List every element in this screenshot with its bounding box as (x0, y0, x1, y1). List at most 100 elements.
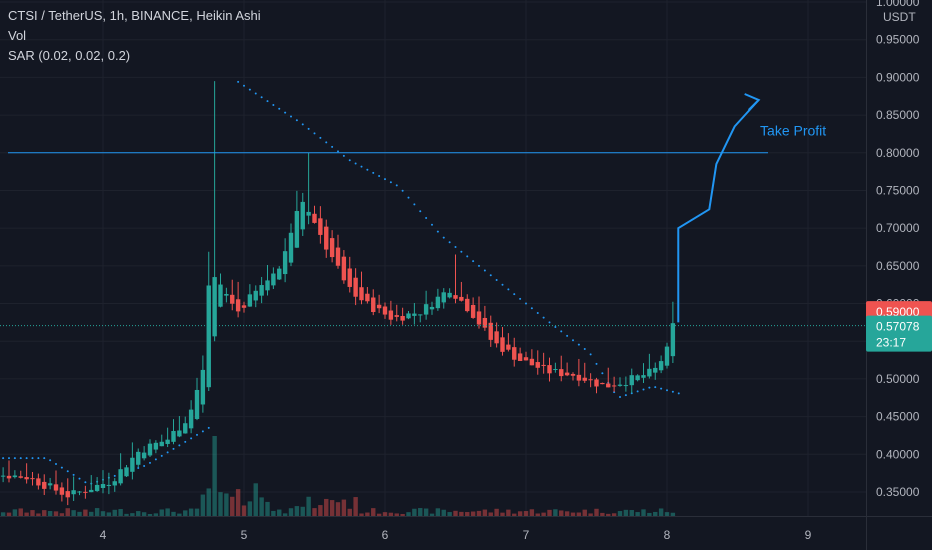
candle-body (400, 315, 405, 321)
sar-dot (519, 297, 522, 300)
volume-bar (406, 512, 411, 516)
candle-body (312, 213, 317, 223)
volume-bar (541, 512, 546, 516)
symbol-title[interactable]: CTSI / TetherUS, 1h, BINANCE, Heikin Ash… (8, 8, 261, 23)
sar-dot (401, 189, 404, 192)
candle-body (553, 369, 558, 371)
volume-bar (194, 508, 200, 516)
candle-body (600, 382, 605, 385)
candle-body (476, 311, 482, 325)
candle-body (611, 385, 617, 387)
candle-body (465, 298, 470, 312)
candle-body (535, 362, 540, 368)
sar-dot (248, 88, 251, 91)
sar-dot (196, 433, 198, 436)
sar-dot (378, 175, 381, 178)
candle-body (153, 442, 159, 450)
candle-body (106, 484, 112, 487)
candle-body (324, 226, 329, 250)
candle-body (271, 273, 276, 286)
sar-dot (143, 465, 146, 468)
candle-body (488, 322, 493, 340)
volume-bar (423, 508, 429, 516)
volume-bar (312, 508, 317, 516)
volume-bar (247, 501, 253, 516)
sar-dot (548, 321, 551, 324)
candle-body (371, 297, 376, 312)
time-scale[interactable] (0, 516, 866, 550)
countdown-label: 23:17 (876, 336, 906, 350)
candle-body (594, 379, 599, 387)
volume-bar (335, 502, 341, 516)
volume-bar (606, 513, 611, 516)
sar-dot (442, 236, 445, 239)
sar-dot (472, 260, 475, 263)
candle-body (112, 481, 117, 486)
sar-dot (654, 386, 657, 389)
sar-dot (84, 481, 87, 484)
volume-bar (24, 512, 29, 516)
candle-body (453, 295, 458, 299)
sar-dot (360, 165, 363, 168)
sar-dot (237, 80, 240, 83)
sar-dot (154, 458, 157, 461)
candle-body (347, 268, 352, 287)
candle-body (670, 323, 676, 357)
volume-bar (230, 496, 235, 516)
volume-bar (159, 509, 164, 516)
candle-body (241, 305, 247, 308)
candle-body (294, 211, 300, 248)
volume-bar (53, 511, 59, 516)
candle-body (141, 452, 147, 459)
arrow-head-icon (744, 93, 761, 111)
sar-dot (301, 123, 304, 126)
candle-body (429, 306, 435, 310)
sar-dot (671, 390, 674, 393)
sar-dot (513, 293, 516, 296)
sar-dots (2, 80, 680, 485)
sar-dot (619, 396, 621, 399)
sar-dot (178, 444, 181, 447)
candle-body (623, 385, 629, 387)
price-scale[interactable] (866, 0, 932, 550)
volume-bar (435, 508, 441, 516)
time-tick-label: 7 (523, 528, 530, 542)
volume-bar (212, 436, 217, 516)
candle-body (388, 310, 394, 320)
sar-dot (354, 162, 357, 165)
sar-dot (436, 230, 439, 233)
volume-legend[interactable]: Vol (8, 28, 27, 43)
candle-body (394, 315, 399, 317)
sar-dot (166, 451, 169, 454)
sar-dot (566, 334, 569, 337)
sar-dot (530, 307, 533, 310)
price-tick-label: 0.90000 (876, 70, 920, 84)
sar-dot (55, 462, 57, 465)
sar-dot (583, 348, 586, 351)
volume-bar (535, 513, 540, 516)
volume-bar (470, 511, 476, 516)
sar-dot (201, 430, 204, 433)
volume-bar (476, 510, 482, 516)
volume-bar (153, 513, 159, 516)
candle-body (265, 280, 270, 291)
volume-bar (347, 508, 352, 516)
take-profit-path[interactable] (677, 99, 760, 323)
candle-body (365, 293, 370, 302)
sar-legend[interactable]: SAR (0.02, 0.02, 0.2) (8, 48, 131, 63)
candle-body (664, 346, 670, 366)
volume-bar (594, 508, 599, 516)
candle-body (570, 373, 576, 376)
sar-dot (307, 127, 310, 130)
sar-dot (483, 269, 486, 272)
candle-body (523, 357, 529, 361)
candle-body (282, 251, 288, 275)
candle-body (547, 365, 552, 374)
sar-dot (589, 353, 592, 356)
candle-body (224, 293, 229, 296)
volume-bar (89, 511, 94, 516)
volume-bar (259, 497, 264, 516)
candle-body (235, 299, 241, 312)
